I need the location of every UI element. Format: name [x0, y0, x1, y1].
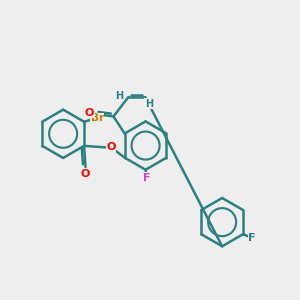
Text: O: O [81, 169, 90, 178]
Text: H: H [115, 91, 123, 100]
Text: O: O [106, 142, 116, 152]
Text: O: O [85, 108, 94, 118]
Text: Br: Br [91, 113, 104, 123]
Text: F: F [248, 233, 256, 243]
Text: F: F [143, 173, 151, 183]
Text: H: H [145, 99, 153, 109]
